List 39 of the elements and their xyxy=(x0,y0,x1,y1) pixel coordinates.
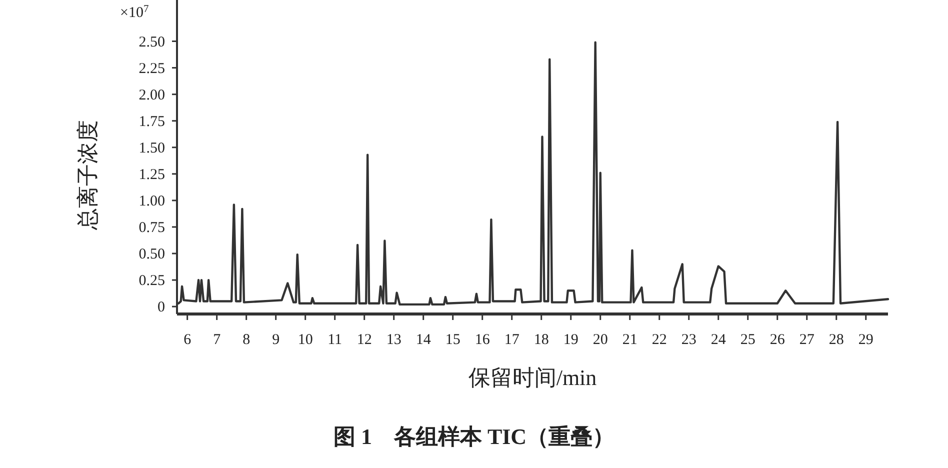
y-tick-label: 0.50 xyxy=(138,246,165,263)
y-tick-label: 0.75 xyxy=(138,220,165,236)
x-tick-label: 11 xyxy=(328,332,342,348)
x-tick-label: 14 xyxy=(416,332,432,348)
x-tick-label: 15 xyxy=(445,332,460,348)
x-tick-label: 25 xyxy=(740,332,756,348)
y-tick-label: 2.25 xyxy=(138,60,165,77)
x-tick-label: 6 xyxy=(184,332,192,348)
x-tick-label: 21 xyxy=(622,332,638,348)
y-tick-label: 1.75 xyxy=(138,114,165,130)
x-tick-label: 7 xyxy=(213,332,222,348)
y-tick-label: 0 xyxy=(158,300,165,316)
x-tick-label: 8 xyxy=(242,332,250,348)
y-axis-title: 总离子浓度 xyxy=(75,120,100,231)
x-tick-label: 18 xyxy=(534,332,549,348)
x-axis-title: 保留时间/min xyxy=(468,365,597,390)
x-tick-label: 27 xyxy=(799,332,815,348)
x-tick-label: 22 xyxy=(652,332,667,348)
x-tick-label: 28 xyxy=(828,332,844,348)
y-tick-label: 0.25 xyxy=(138,273,165,290)
x-tick-label: 9 xyxy=(272,332,280,348)
x-tick-label: 29 xyxy=(858,332,874,348)
y-tick-label: 1.00 xyxy=(138,193,165,210)
x-tick-label: 17 xyxy=(504,332,520,348)
x-tick-label: 26 xyxy=(770,332,786,348)
text: ×10$^{7}$ xyxy=(120,4,149,21)
x-tick-label: 10 xyxy=(298,332,313,348)
x-tick-label: 13 xyxy=(386,332,402,348)
x-tick-label: 20 xyxy=(592,332,608,348)
text: 图 1 各组样本 TIC（重叠） xyxy=(333,424,615,449)
y-tick-label: 2.00 xyxy=(138,87,165,104)
x-tick-label: 16 xyxy=(474,332,490,348)
x-tick-label: 23 xyxy=(681,332,696,348)
y-tick-label: 1.25 xyxy=(138,166,165,183)
x-tick-label: 19 xyxy=(563,332,578,348)
y-tick-label: 1.50 xyxy=(138,140,165,156)
x-tick-label: 24 xyxy=(710,332,726,348)
y-tick-label: 2.50 xyxy=(138,34,165,50)
x-tick-label: 12 xyxy=(356,332,372,348)
